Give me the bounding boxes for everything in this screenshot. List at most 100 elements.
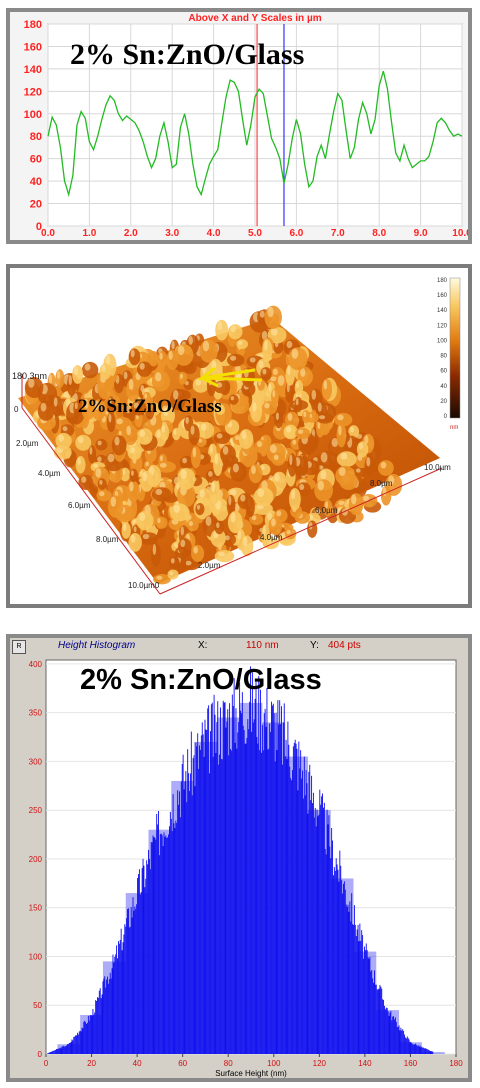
histogram-bar [255,681,257,1054]
histogram-bar [343,883,344,1054]
surface-grain [248,464,263,484]
histogram-bar [53,1050,55,1054]
histogram-bar [148,859,150,1054]
histogram-bar [187,749,189,1054]
histogram-bar [385,1007,387,1054]
histogram-bar [79,1030,81,1054]
surface-grain [157,351,168,368]
histogram-bar [54,1050,56,1054]
histogram-bar [83,1021,85,1054]
right-axis-label: 4.0µm [260,533,283,542]
histogram-bar [371,970,373,1054]
histogram-bar [101,994,103,1054]
surface-grain [88,445,97,464]
histogram-bar [176,823,178,1054]
histogram-bar [290,777,292,1054]
histogram-bar [333,875,334,1054]
grain-highlight [230,396,234,401]
histogram-bar [288,744,290,1054]
grain-highlight [168,350,173,360]
histogram-bar [411,1043,413,1054]
histogram-bar [173,823,175,1054]
histogram-bar [226,721,228,1054]
grain-highlight [123,371,128,380]
histogram-bar [325,854,327,1054]
grain-highlight [273,454,279,460]
surface-grain [250,400,262,423]
histogram-bar [197,733,199,1054]
histogram-bar [97,997,98,1054]
histogram-bar [246,737,248,1054]
histogram-bar [270,731,272,1054]
histogram-bar [319,789,321,1054]
front-axis-label: 4.0µm [38,469,61,478]
grain-highlight [81,476,87,483]
histogram-bar [203,756,205,1054]
histogram-bar [389,1012,391,1054]
grain-highlight [133,526,137,533]
histogram-bar [49,1052,51,1054]
x-tick-label: 4.0 [207,228,221,239]
histogram-bar [64,1046,66,1054]
grain-highlight [53,397,58,407]
histogram-bar [154,837,156,1054]
histogram-panel: 0 50 100 150 200 250 300 350 400 0 20 40 60 80 100 120 1… [6,634,472,1082]
grain-highlight [177,345,185,356]
histogram-bar [211,702,213,1054]
surface-grain [294,380,304,396]
grain-highlight [74,366,78,375]
histogram-bar [251,672,253,1054]
grain-highlight [195,379,202,386]
histogram-bar [94,1012,96,1054]
histogram-bar [285,739,287,1054]
histogram-bar [209,773,210,1054]
histogram-bar [201,722,203,1054]
histogram-bar [165,835,167,1054]
histogram-bar [112,954,114,1054]
histogram-bar [387,1011,389,1054]
histogram-bar [303,756,305,1054]
histogram-bar [59,1047,61,1054]
grain-highlight [358,442,363,450]
grain-highlight [40,402,47,412]
afm-3d-surface: 180 160 140 120 100 80 60 40 20 0 0 2.0µm 4.0µm 6.0µ… [12,277,461,595]
histogram-bar [365,943,367,1054]
histogram-bar [117,941,119,1054]
grain-highlight [123,523,127,532]
histogram-bar [199,745,200,1054]
colorbar-tick: 0 [444,414,448,420]
histogram-bar [118,943,120,1054]
surface-grain [127,445,142,460]
histogram-bar [235,708,237,1054]
grain-highlight [230,325,236,333]
x-tick-label: 9.0 [414,228,428,239]
histogram-bar [157,824,159,1054]
histogram-bar [360,940,362,1054]
surface-grain [213,380,231,394]
grain-highlight [216,382,223,388]
colorbar-tick: 160 [437,293,448,299]
histogram-bar [89,1015,91,1054]
grain-highlight [139,512,146,521]
histogram-bar [124,924,126,1054]
histogram-bar [166,838,168,1054]
grain-highlight [286,426,292,433]
surface-grain [227,353,245,367]
window-menu-icon[interactable]: R [12,640,26,654]
grain-highlight [211,360,217,370]
grain-highlight [101,364,106,372]
grain-highlight [275,412,279,420]
histogram-bar [416,1046,418,1054]
colorbar-tick: 180 [437,278,448,284]
hist-x-tick: 140 [358,1059,372,1068]
histogram-bar [260,689,262,1054]
grain-highlight [188,335,193,345]
histogram-bar [314,807,316,1054]
hist-x-tick: 180 [449,1059,463,1068]
arrow-annotation [196,366,263,388]
profile-header: Above X and Y Scales in µm [188,13,321,24]
grain-highlight [235,435,240,440]
histogram-bar [378,988,380,1054]
x-tick-label: 2.0 [124,228,138,239]
histogram-bar [179,791,180,1054]
